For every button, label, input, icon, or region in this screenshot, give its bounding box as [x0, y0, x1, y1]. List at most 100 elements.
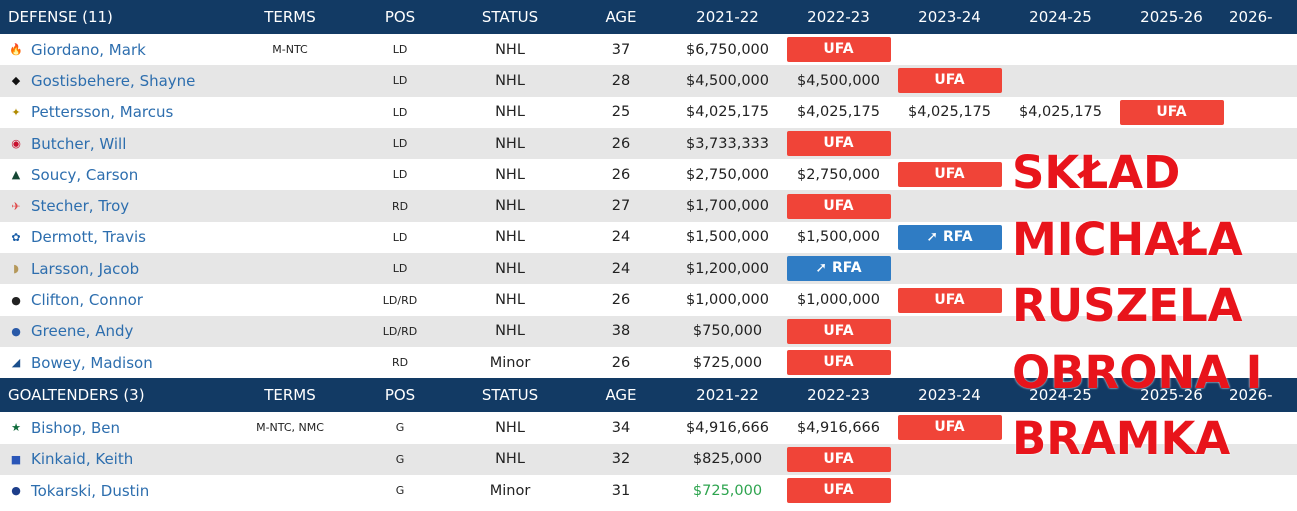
player-name-link[interactable]: Pettersson, Marcus	[31, 103, 174, 122]
header-2022-23[interactable]: 2022-23	[807, 386, 870, 405]
badge-label: UFA	[823, 450, 854, 467]
terms-cell: M-NTC	[272, 43, 308, 57]
position-cell: LD/RD	[382, 324, 418, 338]
player-cell: ✈ Stecher, Troy	[0, 197, 230, 215]
ufa-badge[interactable]: UFA	[786, 131, 891, 157]
badge-label: UFA	[823, 197, 854, 214]
player-name-link[interactable]: Gostisbehere, Shayne	[31, 71, 196, 90]
position-cell: LD/RD	[382, 293, 418, 307]
player-cell: ✿ Dermott, Travis	[0, 228, 230, 246]
status-cell: NHL	[495, 135, 525, 152]
position-cell: LD	[392, 168, 408, 182]
header-pos[interactable]: POS	[384, 386, 416, 405]
player-name-link[interactable]: Butcher, Will	[31, 134, 127, 153]
ufa-badge[interactable]: UFA	[786, 37, 891, 63]
ufa-badge[interactable]: UFA	[897, 287, 1002, 313]
ufa-badge[interactable]: UFA	[897, 68, 1002, 94]
salary-value: $1,700,000	[685, 198, 770, 215]
header-terms[interactable]: TERMS	[264, 8, 316, 26]
player-name-link[interactable]: Bowey, Madison	[31, 353, 153, 372]
player-name-link[interactable]: Tokarski, Dustin	[31, 481, 150, 500]
player-name-link[interactable]: Larsson, Jacob	[31, 259, 140, 278]
ufa-badge[interactable]: UFA	[786, 318, 891, 344]
table-row: 🔥 Giordano, Mark M-NTC LD NHL 37 $6,750,000 UFA	[0, 34, 1297, 65]
header-age[interactable]: AGE	[605, 386, 637, 405]
salary-cell-2021-22: $4,025,175	[672, 104, 783, 120]
header-age[interactable]: AGE	[605, 8, 637, 26]
flames-logo-icon: 🔥	[9, 43, 23, 57]
ufa-badge[interactable]: UFA	[897, 415, 1002, 441]
player-cell: ● Clifton, Connor	[0, 291, 230, 309]
badge-label: RFA	[943, 228, 973, 245]
player-name-link[interactable]: Clifton, Connor	[31, 291, 143, 310]
header-2021-22[interactable]: 2021-22	[696, 386, 759, 405]
header-pos[interactable]: POS	[384, 8, 416, 26]
sabres-logo-icon: ●	[11, 484, 21, 497]
rfa-badge[interactable]: ➚ RFA	[897, 224, 1002, 250]
player-name-link[interactable]: Dermott, Travis	[31, 228, 146, 247]
player-name-link[interactable]: Soucy, Carson	[31, 165, 139, 184]
position-cell: RD	[391, 356, 409, 370]
header-status[interactable]: STATUS	[481, 8, 539, 26]
age-cell: 28	[611, 72, 631, 89]
bruins-logo-icon: ●	[11, 293, 21, 307]
ufa-badge[interactable]: UFA	[786, 478, 891, 503]
header-2024-25[interactable]: 2024-25	[1029, 386, 1092, 405]
player-cell: ● Tokarski, Dustin	[0, 482, 230, 500]
salary-value: $4,500,000	[796, 72, 881, 89]
header-2023-24[interactable]: 2023-24	[918, 386, 981, 405]
header-2025-26[interactable]: 2025-26	[1140, 8, 1203, 26]
age-cell: 26	[611, 166, 631, 183]
salary-cell-2022-23: UFA	[783, 193, 894, 219]
overlay-line: MICHAŁA	[1012, 212, 1243, 266]
age-cell: 34	[611, 419, 631, 436]
header-player[interactable]: GOALTENDERS (3)	[8, 386, 145, 405]
header-terms[interactable]: TERMS	[264, 386, 316, 405]
salary-cell-2022-23: UFA	[783, 131, 894, 157]
salary-cell-2021-22: $3,733,333	[672, 136, 783, 152]
header-status[interactable]: STATUS	[481, 386, 539, 405]
position-cell: LD	[392, 230, 408, 244]
terms-cell: M-NTC, NMC	[256, 421, 324, 435]
header-2025-26[interactable]: 2025-26	[1140, 386, 1203, 405]
header-2026[interactable]: 2026-	[1229, 8, 1273, 26]
header-2023-24[interactable]: 2023-24	[918, 8, 981, 26]
header-2021-22[interactable]: 2021-22	[696, 8, 759, 26]
ufa-badge[interactable]: UFA	[786, 446, 891, 472]
header-2022-23[interactable]: 2022-23	[807, 8, 870, 26]
player-cell: ■ Kinkaid, Keith	[0, 450, 230, 468]
badge-label: UFA	[823, 322, 854, 339]
position-cell: LD	[392, 105, 408, 119]
header-player[interactable]: DEFENSE (11)	[8, 8, 113, 26]
table-row: ✿ Dermott, Travis LD NHL 24 $1,500,000 $1,500,…	[0, 222, 1297, 253]
player-name-link[interactable]: Bishop, Ben	[31, 418, 121, 437]
player-name-link[interactable]: Kinkaid, Keith	[31, 450, 134, 469]
header-2026[interactable]: 2026-	[1229, 386, 1273, 405]
ufa-badge[interactable]: UFA	[897, 162, 1002, 188]
salary-value: $2,750,000	[796, 166, 881, 183]
salary-cell-2022-23: $1,000,000	[783, 292, 894, 308]
position-cell: G	[395, 421, 405, 435]
player-name-link[interactable]: Giordano, Mark	[31, 40, 146, 59]
salary-cell-2021-22: $750,000	[672, 323, 783, 339]
table-row: ● Greene, Andy LD/RD NHL 38 $750,000 UFA	[0, 315, 1297, 347]
age-cell: 26	[611, 135, 631, 152]
header-2024-25[interactable]: 2024-25	[1029, 8, 1092, 26]
overlay-line: RUSZELA	[1012, 279, 1243, 332]
ufa-badge[interactable]: UFA	[1119, 99, 1224, 125]
ufa-badge[interactable]: UFA	[786, 193, 891, 219]
player-cell: ✦ Pettersson, Marcus	[0, 103, 230, 121]
age-cell: 32	[611, 451, 631, 468]
rfa-badge[interactable]: ➚ RFA	[786, 256, 891, 282]
ufa-badge[interactable]: UFA	[786, 350, 891, 376]
player-name-link[interactable]: Greene, Andy	[31, 322, 134, 341]
player-name-link[interactable]: Stecher, Troy	[31, 197, 130, 216]
salary-value: $725,000	[692, 354, 763, 371]
salary-value: $4,025,175	[796, 104, 881, 121]
salary-value: $4,916,666	[796, 419, 881, 436]
salary-cell-2022-23: ➚ RFA	[783, 256, 894, 282]
rfa-arrow-icon: ➚	[926, 228, 944, 245]
flyers-logo-icon: ◆	[11, 74, 21, 88]
salary-cell-2022-23: UFA	[783, 478, 894, 503]
